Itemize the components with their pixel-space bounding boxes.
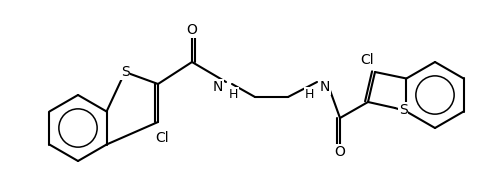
Text: S: S [398,103,407,117]
Text: O: O [335,145,346,159]
Text: N: N [320,80,330,94]
Text: Cl: Cl [155,131,169,145]
Text: H: H [229,87,239,100]
Text: O: O [187,23,197,37]
Text: S: S [121,65,129,79]
Text: Cl: Cl [360,53,374,67]
Text: H: H [305,87,314,100]
Text: N: N [213,80,223,94]
